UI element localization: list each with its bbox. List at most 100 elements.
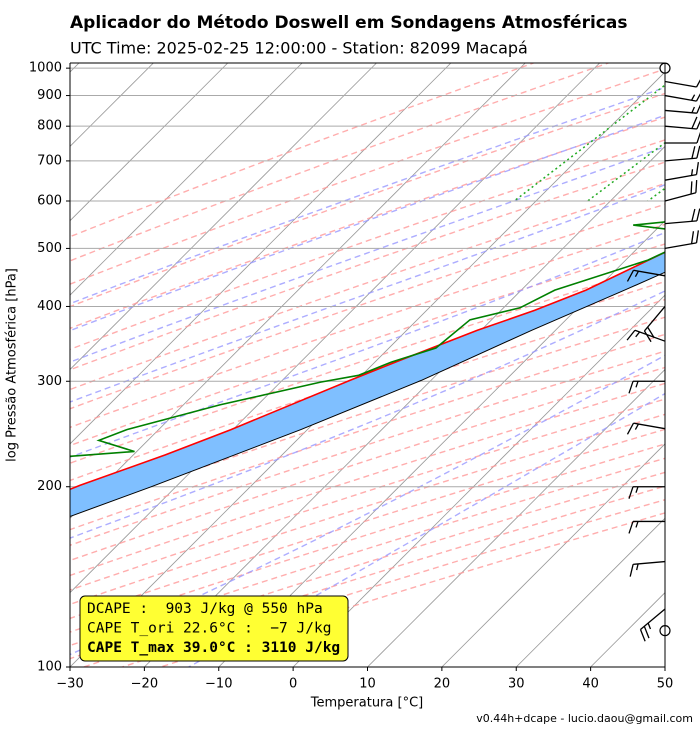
dry-adiabat — [70, 366, 665, 562]
x-tick-label: −30 — [56, 677, 83, 692]
wind-barb — [626, 269, 666, 282]
y-tick-label: 800 — [37, 119, 62, 134]
dry-adiabat — [70, 92, 665, 308]
barb-full — [628, 521, 634, 534]
barb-staff — [664, 157, 697, 162]
x-tick-label: 10 — [359, 677, 376, 692]
wind-barb — [628, 520, 665, 534]
isotherm — [70, 63, 303, 296]
barb-staff — [633, 422, 666, 430]
wind-barb — [626, 422, 666, 435]
barb-staff — [640, 608, 666, 631]
dry-adiabat — [70, 280, 665, 482]
wind-barb — [664, 93, 700, 102]
chart-title: Aplicador do Método Doswell em Sondagens… — [70, 13, 627, 33]
barb-half — [635, 331, 641, 338]
barb-staff — [664, 94, 697, 102]
isotherm — [70, 63, 378, 371]
y-tick-label: 600 — [37, 194, 62, 209]
annotation-text: DCAPE : 903 J/kg @ 550 hPa — [87, 601, 323, 617]
barb-full — [695, 230, 700, 243]
x-tick-label: 30 — [508, 677, 525, 692]
dry-adiabat — [70, 223, 665, 429]
isotherm — [70, 71, 665, 667]
dry-adiabat — [81, 485, 665, 667]
wind-barb — [664, 230, 700, 250]
barb-full — [691, 146, 696, 159]
barb-full — [647, 326, 655, 339]
y-tick-label: 400 — [37, 299, 62, 314]
moist-adiabat — [70, 231, 665, 458]
barb-full — [628, 381, 634, 394]
moist-adiabat — [70, 114, 665, 332]
isotherm — [70, 63, 526, 519]
dry-adiabat — [70, 243, 665, 447]
plot-area — [70, 63, 665, 667]
dry-adiabat — [70, 398, 665, 591]
wind-barb — [629, 560, 666, 577]
wind-barb — [664, 180, 698, 202]
barb-full — [695, 162, 700, 175]
overlay — [626, 62, 700, 642]
barb-half — [690, 169, 694, 176]
barb-full — [691, 208, 696, 222]
annotation-text: CAPE T_ori 22.6°C : −7 J/kg — [87, 621, 331, 637]
wind-barb — [664, 208, 700, 225]
wind-barb — [664, 79, 700, 88]
dry-adiabat — [70, 161, 665, 371]
wind-barb — [626, 329, 666, 342]
barb-full — [696, 145, 700, 159]
y-tick-label: 900 — [37, 88, 62, 103]
wind-barb — [628, 380, 665, 394]
barb-full — [626, 269, 635, 282]
cape-area — [70, 252, 665, 517]
dry-adiabat — [70, 382, 665, 577]
isotherm — [590, 592, 665, 667]
dry-adiabat — [70, 428, 665, 620]
isotherm — [292, 294, 665, 667]
barb-staff — [664, 80, 697, 88]
barb-half — [647, 622, 652, 630]
isotherm — [515, 517, 665, 667]
footer: v0.44h+dcape - lucio.daou@gmail.com — [476, 712, 693, 725]
dry-adiabat — [70, 457, 665, 647]
y-tick-label: 300 — [37, 374, 62, 389]
dry-adiabat — [70, 316, 665, 515]
isotherm — [70, 63, 452, 445]
dry-adiabat — [70, 68, 665, 285]
barb-staff — [634, 329, 666, 342]
barb-staff — [633, 269, 666, 277]
barb-full — [626, 422, 635, 435]
barb-full — [690, 231, 695, 244]
temperature-line — [70, 251, 665, 491]
mixing-ratio-line — [587, 141, 665, 202]
barb-half — [635, 486, 639, 493]
dry-adiabat — [70, 63, 611, 262]
x-tick-label: 20 — [434, 677, 451, 692]
barb-half — [634, 270, 639, 278]
isotherm — [218, 220, 665, 667]
isotherm — [70, 63, 601, 594]
y-axis-label: log Pressão Atmosférica [hPa] — [5, 268, 20, 462]
dry-adiabat — [70, 350, 665, 546]
barb-full — [626, 329, 636, 341]
barb-half — [635, 521, 639, 528]
barb-full — [639, 629, 646, 642]
isotherm — [70, 63, 229, 222]
wind-barb — [628, 486, 665, 499]
barb-full — [696, 131, 700, 144]
y-tick-label: 100 — [37, 660, 62, 675]
dewpoint-line — [70, 221, 665, 458]
barb-full — [629, 564, 634, 577]
barb-staff — [664, 192, 697, 202]
dry-adiabat — [70, 413, 665, 606]
wind-barb — [664, 104, 700, 114]
barb-full — [691, 116, 698, 129]
wind-barb — [639, 608, 666, 642]
barb-full — [695, 93, 700, 102]
barb-full — [643, 626, 650, 639]
moist-adiabat — [70, 145, 665, 363]
dry-adiabat — [70, 443, 665, 633]
y-tick-label: 1000 — [29, 61, 62, 76]
moist-adiabat — [70, 86, 665, 305]
